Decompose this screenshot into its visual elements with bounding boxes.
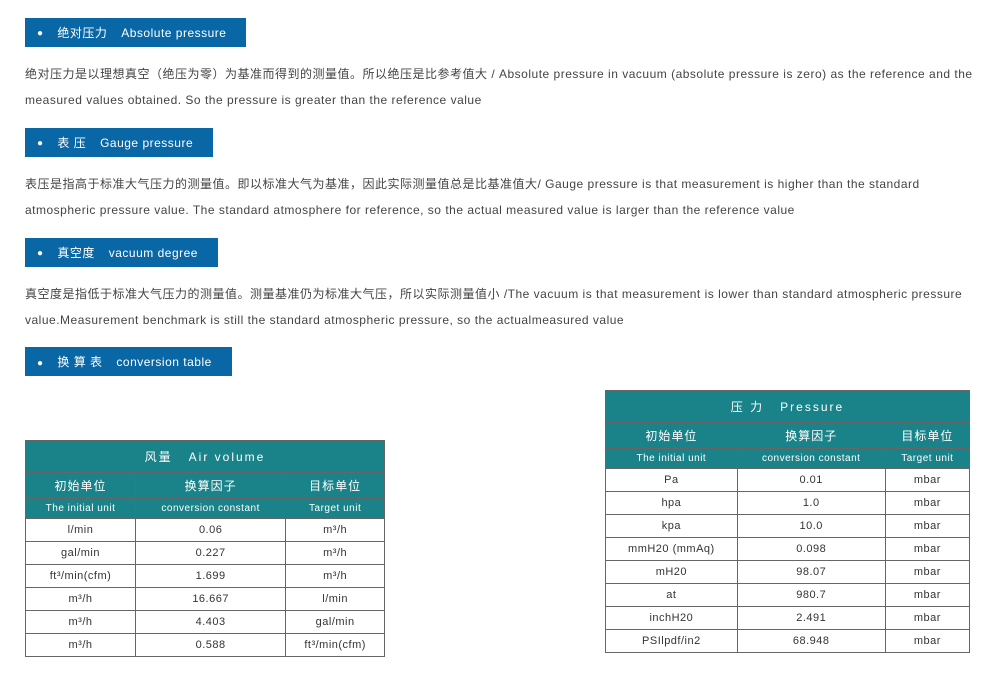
table-row: hpa1.0mbar	[606, 492, 970, 515]
table-row: at980.7mbar	[606, 584, 970, 607]
section-tag-en: conversion table	[116, 355, 211, 369]
bullet-icon: ●	[37, 28, 44, 39]
table-cell: 0.588	[136, 634, 286, 657]
section-tag-cn: 真空度	[57, 246, 95, 260]
table-row: mmH20 (mmAq)0.098mbar	[606, 538, 970, 561]
table-row: m³/h4.403gal/min	[26, 611, 385, 634]
pressure-title-en: Pressure	[780, 400, 844, 414]
pressure-col3-cn: 目标单位	[885, 423, 969, 449]
section-tag-absolute-pressure: ● 绝对压力 Absolute pressure	[25, 18, 246, 47]
table-row: ft³/min(cfm)1.699m³/h	[26, 565, 385, 588]
pressure-col1-cn: 初始单位	[606, 423, 738, 449]
section-desc-gauge-pressure: 表压是指高于标准大气压力的测量值。即以标准大气为基准，因此实际测量值总是比基准值…	[25, 171, 975, 224]
table-cell: 1.699	[136, 565, 286, 588]
pressure-col1-en: The initial unit	[606, 449, 738, 469]
table-cell: gal/min	[286, 611, 385, 634]
table-cell: l/min	[286, 588, 385, 611]
table-cell: 68.948	[737, 630, 885, 653]
table-cell: m³/h	[26, 588, 136, 611]
table-cell: l/min	[26, 519, 136, 542]
table-cell: 1.0	[737, 492, 885, 515]
air-table-title: 风量 Air volume	[26, 441, 385, 473]
table-cell: mbar	[885, 607, 969, 630]
section-tag-en: vacuum degree	[109, 246, 198, 260]
table-cell: 0.06	[136, 519, 286, 542]
tables-container: 风量 Air volume 初始单位 换算因子 目标单位 The initial…	[25, 390, 975, 657]
table-cell: 0.098	[737, 538, 885, 561]
table-cell: mbar	[885, 515, 969, 538]
table-cell: ft³/min(cfm)	[286, 634, 385, 657]
air-volume-table: 风量 Air volume 初始单位 换算因子 目标单位 The initial…	[25, 440, 385, 657]
bullet-icon: ●	[37, 358, 44, 369]
section-tag-conversion-table: ● 换 算 表 conversion table	[25, 347, 232, 376]
table-cell: mbar	[885, 630, 969, 653]
air-col2-en: conversion constant	[136, 499, 286, 519]
table-cell: m³/h	[26, 634, 136, 657]
table-cell: 980.7	[737, 584, 885, 607]
table-cell: hpa	[606, 492, 738, 515]
table-cell: kpa	[606, 515, 738, 538]
table-row: Pa0.01mbar	[606, 469, 970, 492]
air-col1-cn: 初始单位	[26, 473, 136, 499]
bullet-icon: ●	[37, 138, 44, 149]
table-cell: at	[606, 584, 738, 607]
table-cell: 0.227	[136, 542, 286, 565]
table-cell: PSIlpdf/in2	[606, 630, 738, 653]
pressure-title-cn: 压 力	[731, 400, 764, 414]
table-cell: m³/h	[286, 519, 385, 542]
bullet-icon: ●	[37, 248, 44, 259]
table-cell: 0.01	[737, 469, 885, 492]
section-tag-gauge-pressure: ● 表 压 Gauge pressure	[25, 128, 213, 157]
air-col1-en: The initial unit	[26, 499, 136, 519]
table-cell: m³/h	[286, 542, 385, 565]
section-desc-vacuum-degree: 真空度是指低于标准大气压力的测量值。测量基准仍为标准大气压，所以实际测量值小 /…	[25, 281, 975, 334]
table-cell: 4.403	[136, 611, 286, 634]
pressure-table-title: 压 力 Pressure	[606, 391, 970, 423]
table-cell: Pa	[606, 469, 738, 492]
pressure-col2-cn: 换算因子	[737, 423, 885, 449]
table-cell: mbar	[885, 584, 969, 607]
table-row: inchH202.491mbar	[606, 607, 970, 630]
air-col3-en: Target unit	[286, 499, 385, 519]
table-cell: ft³/min(cfm)	[26, 565, 136, 588]
table-row: kpa10.0mbar	[606, 515, 970, 538]
table-cell: mbar	[885, 561, 969, 584]
table-cell: mbar	[885, 538, 969, 561]
table-row: PSIlpdf/in268.948mbar	[606, 630, 970, 653]
section-desc-absolute-pressure: 绝对压力是以理想真空（绝压为零）为基准而得到的测量值。所以绝压是比参考值大 / …	[25, 61, 975, 114]
section-tag-vacuum-degree: ● 真空度 vacuum degree	[25, 238, 218, 267]
table-cell: 16.667	[136, 588, 286, 611]
table-row: m³/h16.667l/min	[26, 588, 385, 611]
section-tag-en: Absolute pressure	[121, 26, 226, 40]
air-title-cn: 风量	[145, 450, 173, 464]
table-row: mH2098.07mbar	[606, 561, 970, 584]
table-cell: gal/min	[26, 542, 136, 565]
table-row: gal/min0.227m³/h	[26, 542, 385, 565]
air-title-en: Air volume	[189, 450, 266, 464]
table-cell: mbar	[885, 492, 969, 515]
table-row: l/min0.06m³/h	[26, 519, 385, 542]
table-cell: 98.07	[737, 561, 885, 584]
section-tag-cn: 表 压	[57, 136, 86, 150]
table-cell: 2.491	[737, 607, 885, 630]
air-col2-cn: 换算因子	[136, 473, 286, 499]
air-col3-cn: 目标单位	[286, 473, 385, 499]
table-cell: inchH20	[606, 607, 738, 630]
table-row: m³/h0.588ft³/min(cfm)	[26, 634, 385, 657]
section-tag-cn: 绝对压力	[57, 26, 107, 40]
pressure-col3-en: Target unit	[885, 449, 969, 469]
table-cell: m³/h	[26, 611, 136, 634]
pressure-table: 压 力 Pressure 初始单位 换算因子 目标单位 The initial …	[605, 390, 970, 653]
section-tag-cn: 换 算 表	[57, 355, 102, 369]
pressure-col2-en: conversion constant	[737, 449, 885, 469]
table-cell: mmH20 (mmAq)	[606, 538, 738, 561]
table-cell: mbar	[885, 469, 969, 492]
table-cell: mH20	[606, 561, 738, 584]
section-tag-en: Gauge pressure	[100, 136, 193, 150]
table-cell: 10.0	[737, 515, 885, 538]
table-cell: m³/h	[286, 565, 385, 588]
